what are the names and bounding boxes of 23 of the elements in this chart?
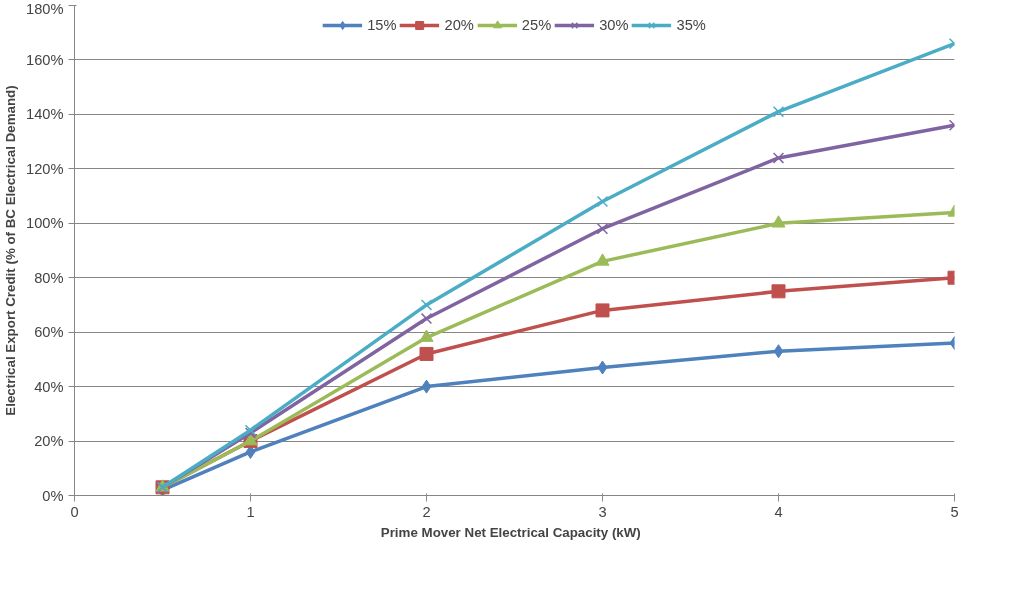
- x-tick-label: 2: [422, 503, 431, 520]
- x-axis-title: Prime Mover Net Electrical Capacity (kW): [380, 524, 641, 540]
- y-tick-label: 40%: [34, 378, 64, 395]
- legend-label: 25%: [521, 17, 552, 33]
- legend-label: 35%: [676, 17, 706, 33]
- legend-label: 15%: [367, 17, 397, 33]
- y-tick-label: 0%: [42, 487, 64, 504]
- y-tick-label: 80%: [34, 269, 64, 286]
- y-tick-label: 100%: [26, 215, 64, 232]
- x-tick-label: 3: [598, 503, 607, 520]
- y-tick-label: 60%: [34, 324, 64, 341]
- y-tick-label: 120%: [26, 160, 64, 177]
- legend-label: 20%: [444, 17, 474, 33]
- y-axis-title: Electrical Export Credit (% of BC Electrical Demand): [3, 85, 19, 416]
- y-tick-label: 180%: [26, 0, 64, 17]
- x-tick-label: 0: [70, 503, 79, 520]
- legend-label: 30%: [599, 17, 629, 33]
- y-tick-label: 160%: [26, 51, 64, 68]
- y-tick-label: 140%: [26, 106, 64, 123]
- x-tick-label: 5: [950, 503, 959, 520]
- y-tick-label: 20%: [34, 433, 64, 450]
- x-tick-label: 1: [246, 503, 255, 520]
- x-tick-label: 4: [774, 503, 783, 520]
